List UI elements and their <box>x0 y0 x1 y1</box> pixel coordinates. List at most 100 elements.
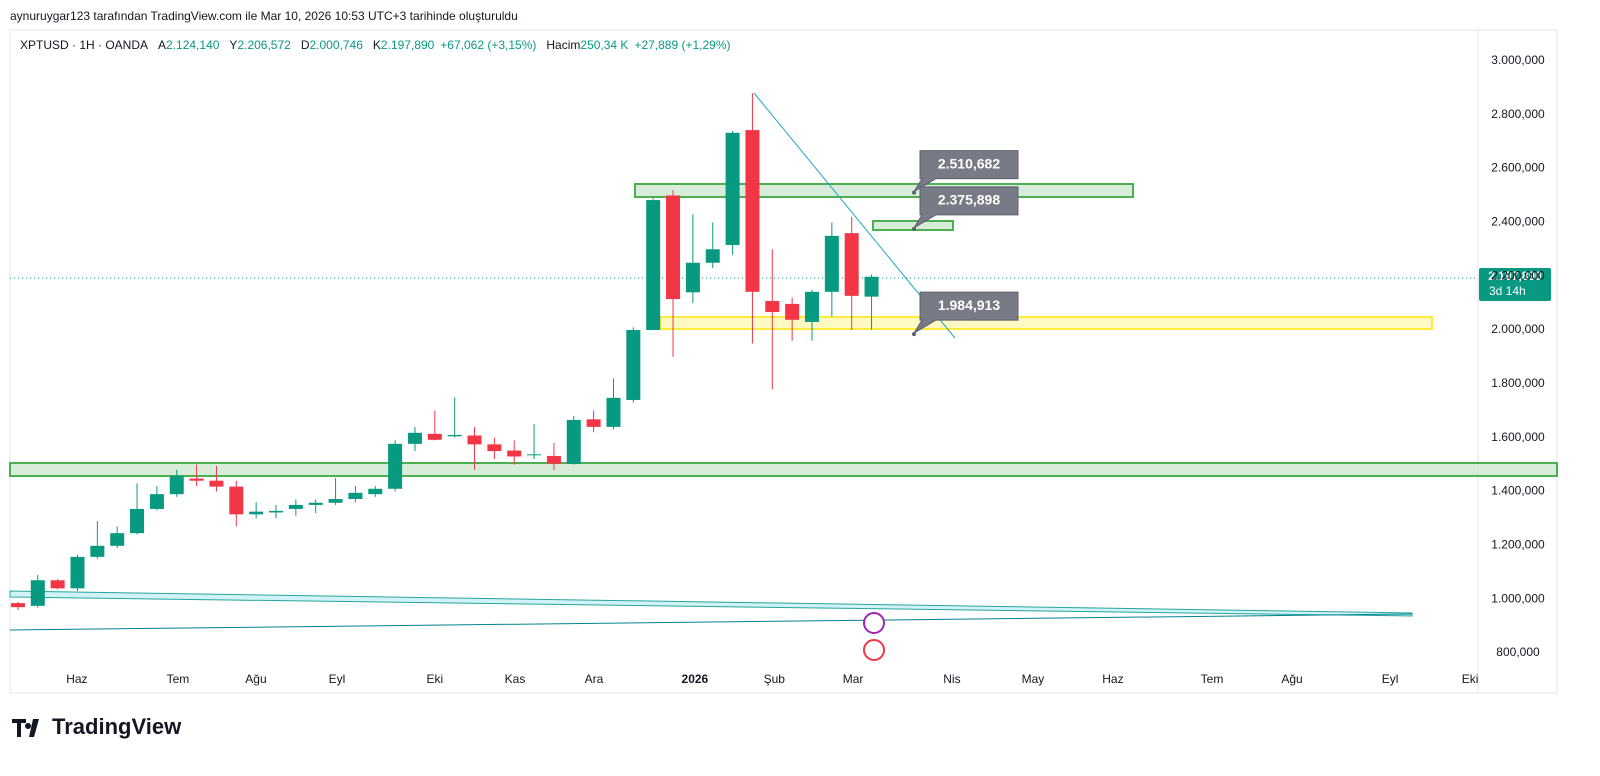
x-tick-label: Ağu <box>1281 672 1302 686</box>
annotation-point <box>912 226 916 231</box>
event-icon <box>863 612 885 634</box>
candle-body <box>407 432 422 444</box>
annotation-bubble <box>913 150 1019 193</box>
candle-body <box>90 545 105 557</box>
countdown: 3d 14h <box>1489 284 1526 298</box>
candle-body <box>646 200 661 331</box>
candle-body <box>388 443 403 489</box>
annotation-point <box>912 190 916 195</box>
legend-label: A <box>158 38 166 52</box>
legend-label: K <box>373 38 381 52</box>
candle-body <box>110 533 125 546</box>
x-tick-label: Eki <box>1462 672 1479 686</box>
candle-body <box>467 435 482 445</box>
candle-body <box>149 494 164 509</box>
candle-body <box>844 233 859 296</box>
logo-mark <box>12 719 39 737</box>
x-tick-label: Mar <box>843 672 864 686</box>
candle-body <box>507 450 522 457</box>
annotation-label: 2.375,898 <box>938 192 1000 208</box>
annotation-point <box>912 332 916 337</box>
volume-change: +27,889 (+1,29%) <box>634 38 730 52</box>
x-tick-label: 2026 <box>682 672 709 686</box>
candle-body <box>308 502 323 505</box>
candle-body <box>586 419 601 427</box>
candle-body <box>447 434 462 437</box>
change: +67,062 (+3,15%) <box>440 38 536 52</box>
annotation-bubble <box>913 186 1019 229</box>
candle-body <box>527 454 542 456</box>
logo-text: TradingView <box>52 714 182 739</box>
candle-body <box>269 510 284 513</box>
candle-body <box>626 330 641 400</box>
x-tick-label: Haz <box>66 672 87 686</box>
candle-body <box>725 132 740 245</box>
last-price: 2.197,890 <box>1488 269 1542 283</box>
annotation-label: 1.984,913 <box>938 297 1000 313</box>
x-tick-label: Kas <box>505 672 526 686</box>
y-tick-label: 1.200,000 <box>1491 537 1545 551</box>
candle-body <box>427 433 442 440</box>
candle-body <box>50 580 65 589</box>
x-tick-label: Tem <box>167 672 190 686</box>
x-tick-label: Tem <box>1201 672 1224 686</box>
legend-value: 2.197,890 <box>381 38 435 52</box>
y-tick-label: 1.600,000 <box>1491 430 1545 444</box>
volume: 250,34 K <box>580 38 628 52</box>
candle-body <box>169 475 184 495</box>
candle-body <box>566 419 581 464</box>
candle-body <box>288 504 303 509</box>
volume-label: Hacim <box>546 38 580 52</box>
annotation-bubble <box>913 291 1019 334</box>
y-tick-label: 2.600,000 <box>1491 161 1545 175</box>
candle-body <box>824 235 839 292</box>
y-tick-label: 2.800,000 <box>1491 107 1545 121</box>
last-price-tag <box>1479 268 1551 301</box>
candle-body <box>546 455 561 464</box>
x-tick-label: Haz <box>1102 672 1123 686</box>
y-tick-label: 3.000,000 <box>1491 53 1545 67</box>
x-tick-label: Eyl <box>1382 672 1399 686</box>
candle-body <box>487 444 502 452</box>
x-tick-label: Nis <box>943 672 960 686</box>
legend-value: 2.000,746 <box>310 38 364 52</box>
legend-value: 2.206,572 <box>237 38 291 52</box>
y-tick-label: 1.800,000 <box>1491 376 1545 390</box>
trend-line <box>9 613 1413 631</box>
candle-body <box>348 492 363 499</box>
candle-body <box>130 508 145 534</box>
support-zone <box>659 316 1433 330</box>
candle-body <box>685 262 700 293</box>
legend-label: D <box>301 38 310 52</box>
x-tick-label: Eyl <box>329 672 346 686</box>
candle-body <box>785 303 800 320</box>
x-tick-label: May <box>1022 672 1045 686</box>
candle-body <box>606 397 621 427</box>
y-tick-label: 1.000,000 <box>1491 591 1545 605</box>
symbol: XPTUSD · 1H · OANDA <box>20 38 148 52</box>
support-zone <box>9 462 1558 477</box>
x-tick-label: Ara <box>585 672 604 686</box>
logo: TradingView <box>12 714 182 739</box>
candle-body <box>745 130 760 292</box>
legend-value: 2.124,140 <box>166 38 220 52</box>
legend-label: Y <box>229 38 237 52</box>
y-tick-label: 2.200,000 <box>1491 268 1545 282</box>
candle-body <box>249 511 264 515</box>
candle-body <box>189 478 204 481</box>
y-tick-label: 2.400,000 <box>1491 215 1545 229</box>
attribution: aynuruygar123 tarafından TradingView.com… <box>10 9 518 23</box>
candle-body <box>765 300 780 312</box>
channel <box>9 590 1413 617</box>
resistance-zone <box>634 183 1134 198</box>
y-tick-label: 800,000 <box>1496 645 1540 659</box>
x-tick-label: Eki <box>426 672 443 686</box>
y-tick-label: 1.400,000 <box>1491 484 1545 498</box>
candle-body <box>804 291 819 322</box>
candle-body <box>229 486 244 515</box>
candle-body <box>666 195 681 300</box>
candle-body <box>30 580 45 606</box>
x-tick-label: Şub <box>764 672 786 686</box>
